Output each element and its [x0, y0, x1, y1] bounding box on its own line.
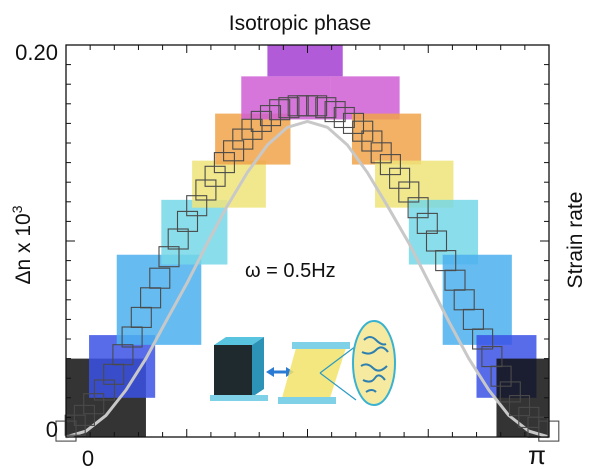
data-point-23 [269, 99, 291, 121]
data-point-13 [176, 210, 199, 232]
background-step-8 [330, 76, 400, 120]
background-step-3 [161, 199, 228, 265]
y-axis-label: Δn x 103 [9, 205, 35, 284]
data-point-22 [259, 105, 282, 127]
fit-curve [65, 119, 550, 439]
data-point-49 [508, 395, 531, 417]
data-point-20 [241, 118, 263, 140]
background-step-2 [116, 254, 202, 345]
data-point-31 [342, 112, 365, 134]
data-point-30 [333, 106, 355, 129]
data-point-12 [167, 228, 189, 250]
data-point-47 [490, 365, 512, 387]
inset-illustration [210, 320, 396, 406]
chart-title: Isotropic phase [229, 12, 371, 35]
data-point-18 [223, 140, 245, 162]
y-axis-label-exponent: 3 [9, 205, 25, 213]
inset-sheared-cell [278, 342, 357, 404]
x-tick-label-0: 0 [82, 446, 94, 469]
data-point-48 [499, 381, 521, 403]
data-point-6 [112, 344, 134, 366]
data-point-24 [278, 97, 300, 119]
data-point-16 [204, 165, 226, 187]
data-point-4 [93, 379, 115, 401]
data-point-29 [324, 101, 346, 123]
data-point-3 [83, 393, 105, 415]
y-tick-label-0.20: 0.20 [15, 40, 58, 65]
inset-cube [210, 337, 268, 401]
marker-layer [55, 95, 560, 442]
data-point-11 [158, 246, 180, 268]
data-point-21 [250, 110, 272, 132]
background-step-11 [408, 199, 479, 265]
data-point-2 [73, 404, 95, 426]
data-point-27 [306, 95, 328, 117]
y-tick-label-0: 0 [46, 417, 58, 442]
data-point-38 [407, 197, 429, 219]
x-tick-label-pi: π [528, 440, 546, 469]
axis-ticks [65, 44, 550, 438]
data-point-36 [389, 167, 411, 189]
data-point-37 [398, 181, 420, 203]
background-step-14 [496, 358, 549, 437]
data-point-17 [213, 152, 235, 174]
data-point-34 [370, 142, 392, 164]
data-point-15 [195, 179, 217, 201]
right-axis-label: Strain rate [564, 192, 587, 289]
fit-curve-layer [65, 119, 550, 439]
data-point-45 [472, 328, 494, 350]
data-point-35 [379, 154, 401, 176]
inset-microstructure-ellipse [352, 320, 396, 406]
data-point-14 [186, 195, 208, 217]
data-point-33 [361, 130, 383, 152]
data-point-10 [149, 267, 171, 289]
data-point-39 [416, 212, 438, 234]
frequency-annotation: ω = 0.5Hz [245, 260, 336, 282]
y-axis-label-main: Δn x 10 [12, 213, 35, 284]
background-step-7 [267, 45, 343, 77]
